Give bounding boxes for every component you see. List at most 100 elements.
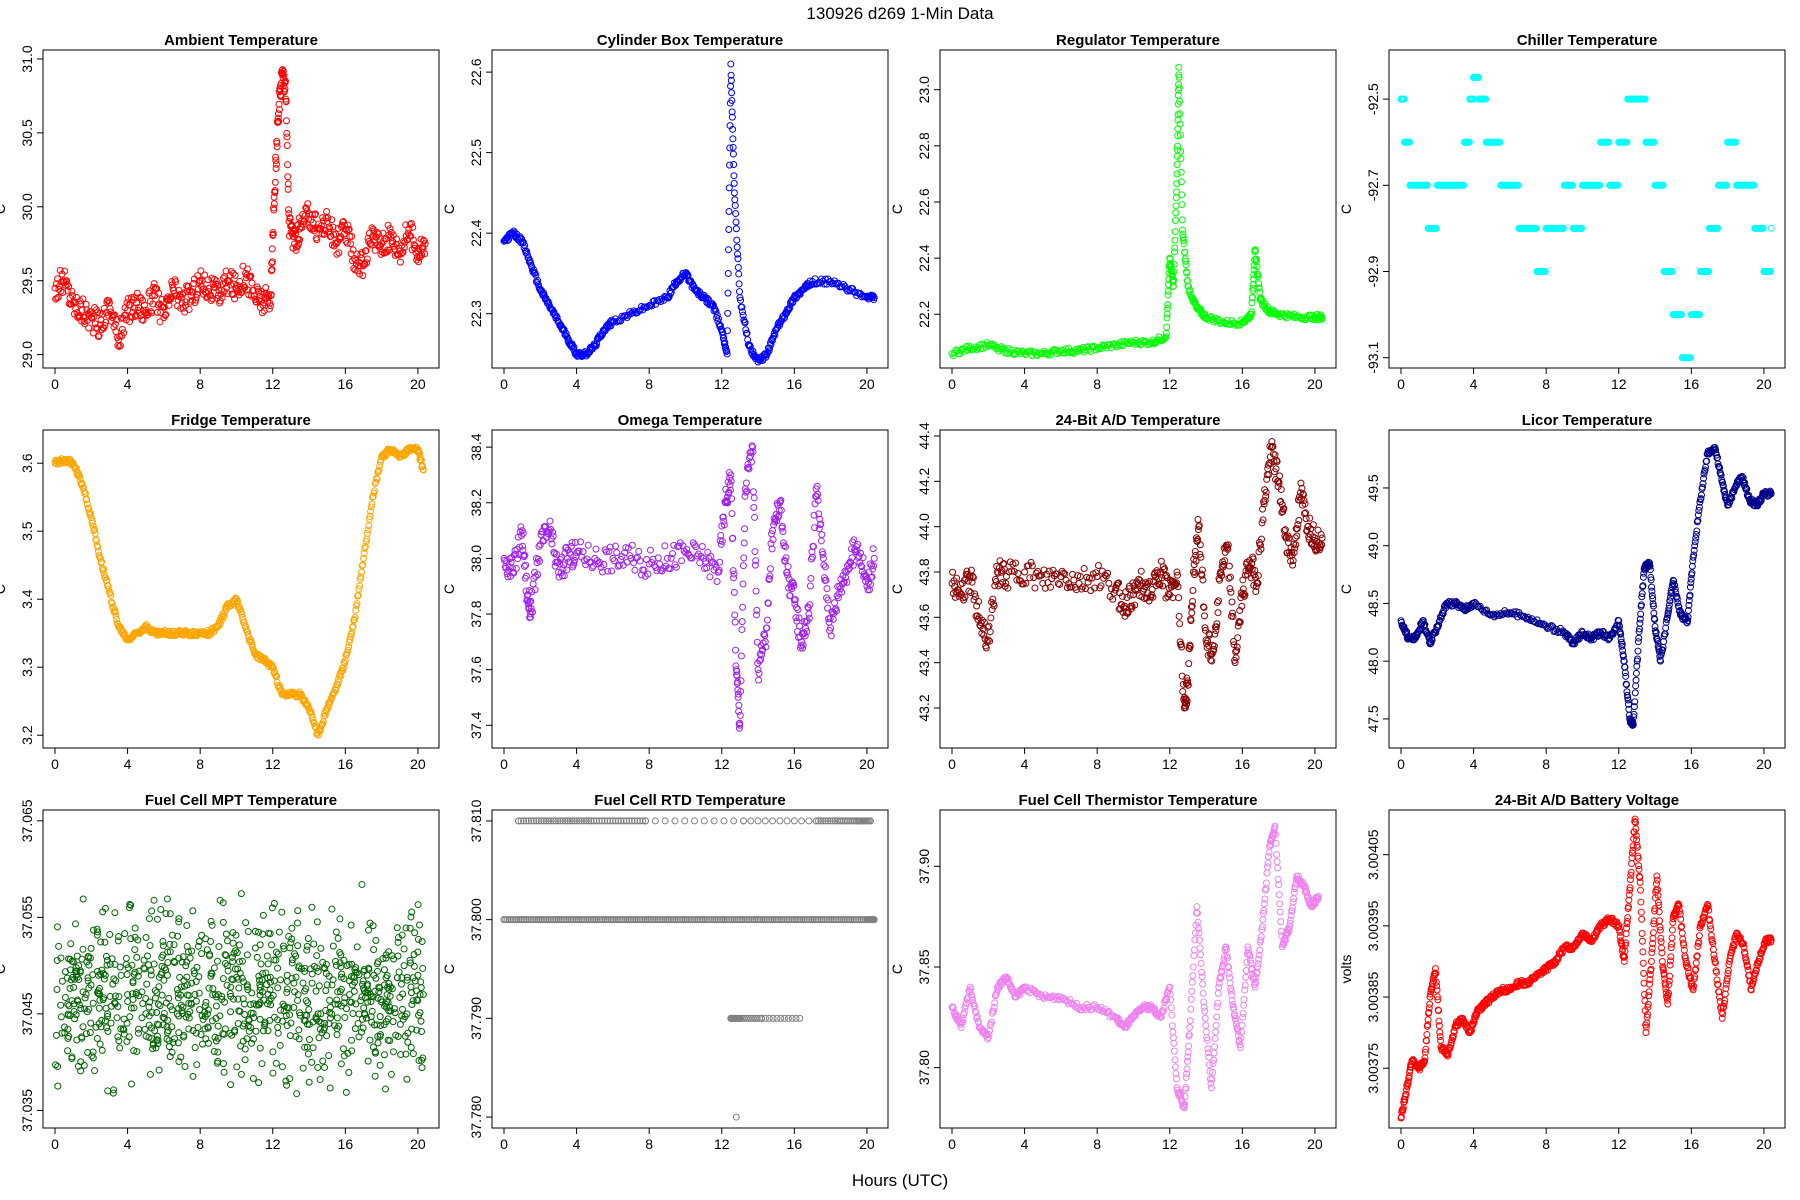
data-point — [373, 475, 381, 483]
data-point — [266, 299, 274, 307]
data-point — [730, 574, 738, 582]
data-point — [736, 719, 744, 727]
x-tick-label: 16 — [338, 756, 354, 772]
data-point — [1173, 170, 1181, 178]
figure-title: 130926 d269 1-Min Data — [806, 4, 994, 23]
data-point — [545, 527, 553, 535]
data-point — [747, 345, 755, 353]
data-point — [548, 540, 556, 548]
data-point — [1227, 588, 1235, 596]
data-point — [153, 285, 161, 293]
data-point — [1183, 674, 1191, 682]
data-point — [729, 135, 737, 143]
data-point — [734, 255, 742, 263]
data-point — [93, 1034, 101, 1042]
data-point — [1766, 267, 1774, 275]
data-point — [266, 302, 274, 310]
data-point — [89, 310, 97, 318]
data-point — [204, 276, 212, 284]
data-point — [1178, 226, 1186, 234]
data-point — [380, 966, 388, 974]
data-point — [1624, 700, 1632, 708]
data-point — [181, 301, 189, 309]
data-point — [1767, 490, 1775, 498]
data-point — [54, 293, 62, 301]
data-point — [971, 593, 979, 601]
data-point — [1630, 710, 1638, 718]
data-point — [249, 286, 257, 294]
data-point — [1059, 569, 1067, 577]
data-point — [706, 573, 714, 581]
data-point — [1701, 466, 1709, 474]
data-point — [397, 980, 405, 988]
data-point — [349, 1010, 357, 1018]
data-point — [1665, 604, 1673, 612]
data-point — [723, 350, 731, 358]
data-point — [366, 512, 374, 520]
data-point — [1004, 584, 1012, 592]
data-point — [1665, 601, 1673, 609]
data-point — [135, 967, 143, 975]
data-point — [305, 1006, 313, 1014]
data-point — [1195, 521, 1203, 529]
data-point — [1084, 578, 1092, 586]
data-point — [733, 243, 741, 251]
data-point — [1656, 652, 1664, 660]
data-point — [355, 585, 363, 593]
data-point — [1645, 561, 1653, 569]
data-point — [740, 554, 748, 562]
data-point — [185, 282, 193, 290]
data-point — [94, 990, 102, 998]
data-point — [274, 114, 282, 122]
data-point — [78, 480, 86, 488]
data-point — [1252, 588, 1260, 596]
data-point — [301, 1043, 309, 1051]
data-points — [51, 66, 429, 350]
data-point — [268, 258, 276, 266]
data-point — [1306, 514, 1314, 522]
x-tick-label: 16 — [338, 1136, 354, 1152]
data-point — [1168, 273, 1176, 281]
data-point — [728, 108, 736, 116]
data-point — [1197, 553, 1205, 561]
data-point — [68, 287, 76, 295]
data-point — [218, 294, 226, 302]
data-point — [283, 985, 291, 993]
data-point — [88, 1052, 96, 1060]
data-point — [1212, 623, 1220, 631]
x-tick-label: 4 — [124, 756, 132, 772]
data-point — [321, 964, 329, 972]
data-point — [735, 270, 743, 278]
data-point — [358, 248, 366, 256]
data-point — [1638, 590, 1646, 598]
data-point — [421, 240, 429, 248]
data-point — [1269, 442, 1277, 450]
data-point — [784, 571, 792, 579]
data-point — [718, 537, 726, 545]
data-point — [728, 96, 736, 104]
data-point — [408, 908, 416, 916]
data-point — [231, 947, 239, 955]
data-point — [850, 536, 858, 544]
data-point — [1232, 321, 1240, 329]
data-point — [810, 511, 818, 519]
panel-title: Regulator Temperature — [1056, 32, 1220, 49]
y-axis-label: C — [1338, 204, 1354, 214]
data-point — [312, 210, 320, 218]
data-point — [96, 554, 104, 562]
data-point — [723, 327, 731, 335]
x-tick-label: 8 — [645, 756, 653, 772]
data-point — [792, 604, 800, 612]
data-point — [520, 562, 528, 570]
y-tick-label: 3.3 — [19, 657, 35, 677]
data-point — [752, 611, 760, 619]
data-point — [111, 608, 119, 616]
data-point — [272, 1059, 280, 1067]
data-point — [248, 1039, 256, 1047]
data-point — [817, 537, 825, 545]
data-point — [113, 1014, 121, 1022]
data-point — [328, 216, 336, 224]
x-tick-label: 16 — [1235, 376, 1251, 392]
